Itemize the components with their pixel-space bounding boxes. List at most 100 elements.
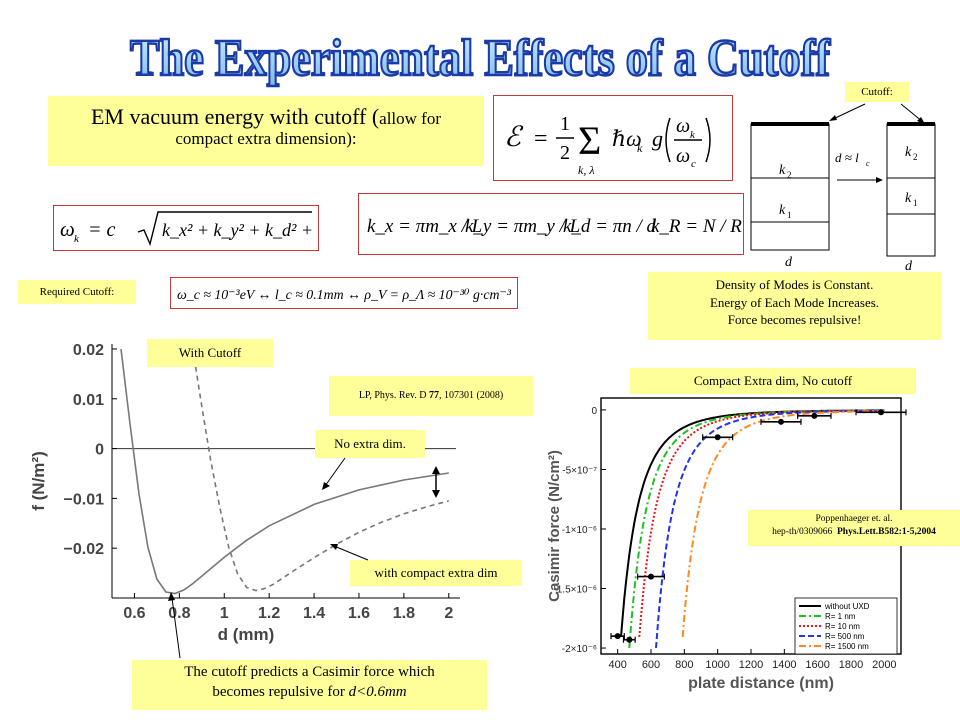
- with-cutoff-label: With Cutoff: [147, 339, 273, 367]
- lp-reference: LP, Phys. Rev. D 77, 107301 (2008): [329, 376, 533, 416]
- chart2-legend-label: R= 1 nm: [825, 612, 856, 621]
- svg-text:k_R = N / R: k_R = N / R: [651, 216, 742, 237]
- em-vacuum-small-2: compact extra dimension):: [175, 129, 357, 149]
- chart2-y-tick-label: -1×10⁻⁶: [562, 525, 597, 536]
- svg-text:ω: ω: [676, 115, 690, 137]
- svg-text:ω: ω: [60, 217, 75, 241]
- chart1-x-tick-label: 1.8: [393, 605, 415, 622]
- chart2-legend-label: without UXD: [824, 602, 870, 611]
- svg-text:d ≈ l: d ≈ l: [835, 150, 859, 165]
- chart2-legend-label: R= 1500 nm: [825, 642, 869, 651]
- chart2-y-tick-label: -1.5×10⁻⁶: [553, 585, 597, 596]
- dispersion-equation-box: ω k = c k_x² + k_y² + k_d² + k_R²: [53, 205, 352, 251]
- svg-text:= c: = c: [88, 219, 115, 241]
- dispersion-equation: ω k = c k_x² + k_y² + k_d² + k_R²: [60, 211, 352, 247]
- slide-title-text: The Experimental Effects of a Cutoff: [130, 30, 831, 87]
- left-plate-box: [750, 123, 830, 251]
- svg-text:k: k: [905, 191, 912, 206]
- chart2-x-tick-label: 1200: [739, 659, 763, 671]
- chart2-data-point: [626, 636, 633, 643]
- chart2-x-tick-label: 600: [642, 659, 660, 671]
- svg-text:k: k: [905, 145, 912, 160]
- svg-text:g: g: [652, 126, 663, 151]
- svg-text:Σ: Σ: [578, 118, 601, 163]
- svg-text:k_x² + k_y² + k_d² + k_R²: k_x² + k_y² + k_d² + k_R²: [162, 220, 318, 240]
- density-line-1: Density of Modes is Constant.: [715, 277, 874, 292]
- chart1-x-tick-label: 1.2: [258, 605, 280, 622]
- em-vacuum-small-1: allow for: [379, 109, 441, 128]
- chart1-y-tick-label: −0.01: [64, 491, 105, 508]
- svg-text:ω: ω: [676, 145, 690, 167]
- svg-text:k_x = πm_x / L: k_x = πm_x / L: [367, 216, 482, 237]
- chart2-x-tick-label: 1000: [705, 659, 729, 671]
- chart2-y-label: Casimir force (N/cm²): [546, 450, 563, 602]
- cutoff-label: Cutoff:: [845, 82, 909, 102]
- svg-text:k_d = πn / d: k_d = πn / d: [563, 216, 657, 237]
- required-equation: ω_c ≈ 10⁻³eV ↔ l_c ≈ 0.1mm ↔ ρ_V = ρ_Λ ≈…: [177, 288, 512, 303]
- chart2-y-tick-label: 0: [591, 406, 597, 417]
- chart2-series-4: [681, 409, 885, 637]
- svg-text:k: k: [690, 129, 696, 141]
- chart2-x-tick-label: 800: [675, 659, 693, 671]
- chart1-x-tick-label: 0.8: [168, 605, 190, 622]
- svg-text:ℏω: ℏω: [612, 126, 642, 151]
- svg-text:1: 1: [913, 198, 918, 208]
- no-extra-dim-label: No extra dim.: [315, 430, 425, 458]
- chart1-series-0: [120, 348, 449, 595]
- with-compact-label: with compact extra dim: [350, 560, 522, 586]
- svg-text:1: 1: [787, 210, 792, 220]
- svg-text:k: k: [779, 163, 786, 178]
- chart2-data-point: [714, 434, 721, 441]
- chart2-data-point: [878, 409, 884, 416]
- chart1-x-tick-label: 2: [444, 605, 453, 622]
- chart1-y-tick-label: 0.02: [73, 342, 104, 359]
- chart1-x-tick-label: 1.4: [303, 605, 325, 622]
- slide-title: The Experimental Effects of a Cutoff: [129, 29, 832, 88]
- svg-text:c: c: [866, 159, 870, 168]
- modes-equation: k_x = πm_x / L k_y = πm_y / L k_d = πn /…: [367, 216, 742, 237]
- chart2-x-tick-label: 1800: [839, 659, 863, 671]
- chart2-series-3: [655, 409, 885, 649]
- casimir-note: The cutoff predicts a Casimir force whic…: [132, 660, 487, 710]
- chart1-x-label: d (mm): [218, 625, 275, 644]
- svg-text:ω_c ≈ 10⁻³eV ↔ l_c ≈ 0.1mm ↔ ρ: ω_c ≈ 10⁻³eV ↔ l_c ≈ 0.1mm ↔ ρ_V = ρ_Λ ≈…: [177, 288, 512, 303]
- chart1-x-tick-label: 1.6: [348, 605, 370, 622]
- svg-text:ℰ: ℰ: [504, 122, 524, 153]
- chart2-series-1: [628, 409, 885, 649]
- svg-text:=: =: [534, 126, 548, 152]
- chart1-y-label: f (N/m²): [29, 451, 48, 510]
- energy-equation: ℰ = 1 2 Σ k, λ ℏω k g ω k ω c: [504, 113, 711, 177]
- density-line-2: Energy of Each Mode Increases.: [709, 294, 880, 310]
- chart2-x-tick-label: 400: [608, 659, 626, 671]
- svg-text:d: d: [785, 255, 793, 270]
- chart2-data-point: [778, 418, 784, 425]
- chart1-x-tick-label: 0.6: [123, 605, 145, 622]
- chart2-data-point: [614, 633, 621, 640]
- chart1-x-tick-label: 1: [220, 605, 229, 622]
- chart2-x-tick-label: 2000: [872, 659, 896, 671]
- chart1-y-tick-label: 0.01: [73, 392, 104, 409]
- chart2-x-label: plate distance (nm): [688, 675, 834, 692]
- right-plate-box: [886, 123, 936, 257]
- em-vacuum-main: EM vacuum energy with cutoff (: [90, 104, 380, 129]
- svg-text:d: d: [905, 259, 913, 274]
- chart2-legend-label: R= 500 nm: [825, 632, 865, 641]
- energy-equation-box: ℰ = 1 2 Σ k, λ ℏω k g ω k ω c: [493, 95, 733, 181]
- chart2-data-point: [648, 573, 654, 580]
- svg-text:2: 2: [787, 170, 792, 180]
- compact-no-cutoff-label: Compact Extra dim, No cutoff: [630, 368, 916, 394]
- chart2-x-tick-label: 1400: [772, 659, 796, 671]
- svg-text:c: c: [691, 158, 696, 170]
- svg-text:2: 2: [913, 152, 918, 162]
- chart2-data-point: [811, 412, 818, 419]
- chart2-y-tick-label: -2×10⁻⁶: [562, 644, 597, 655]
- casimir-force-chart: 0 -5×10⁻⁷ -1×10⁻⁶ -1.5×10⁻⁶ -2×10⁻⁶ 400 600 800…: [546, 397, 907, 692]
- modes-equation-box: k_x = πm_x / L k_y = πm_y / L k_d = πn /…: [358, 193, 744, 255]
- svg-text:k_y = πm_y / L: k_y = πm_y / L: [465, 216, 580, 237]
- svg-text:k: k: [779, 203, 786, 218]
- poppenhaeger-reference: Poppenhaeger et. al. hep-th/0309066 Phys…: [748, 510, 960, 546]
- svg-text:k: k: [637, 141, 643, 155]
- svg-text:2: 2: [560, 142, 570, 164]
- required-cutoff-label: Required Cutoff:: [18, 280, 136, 304]
